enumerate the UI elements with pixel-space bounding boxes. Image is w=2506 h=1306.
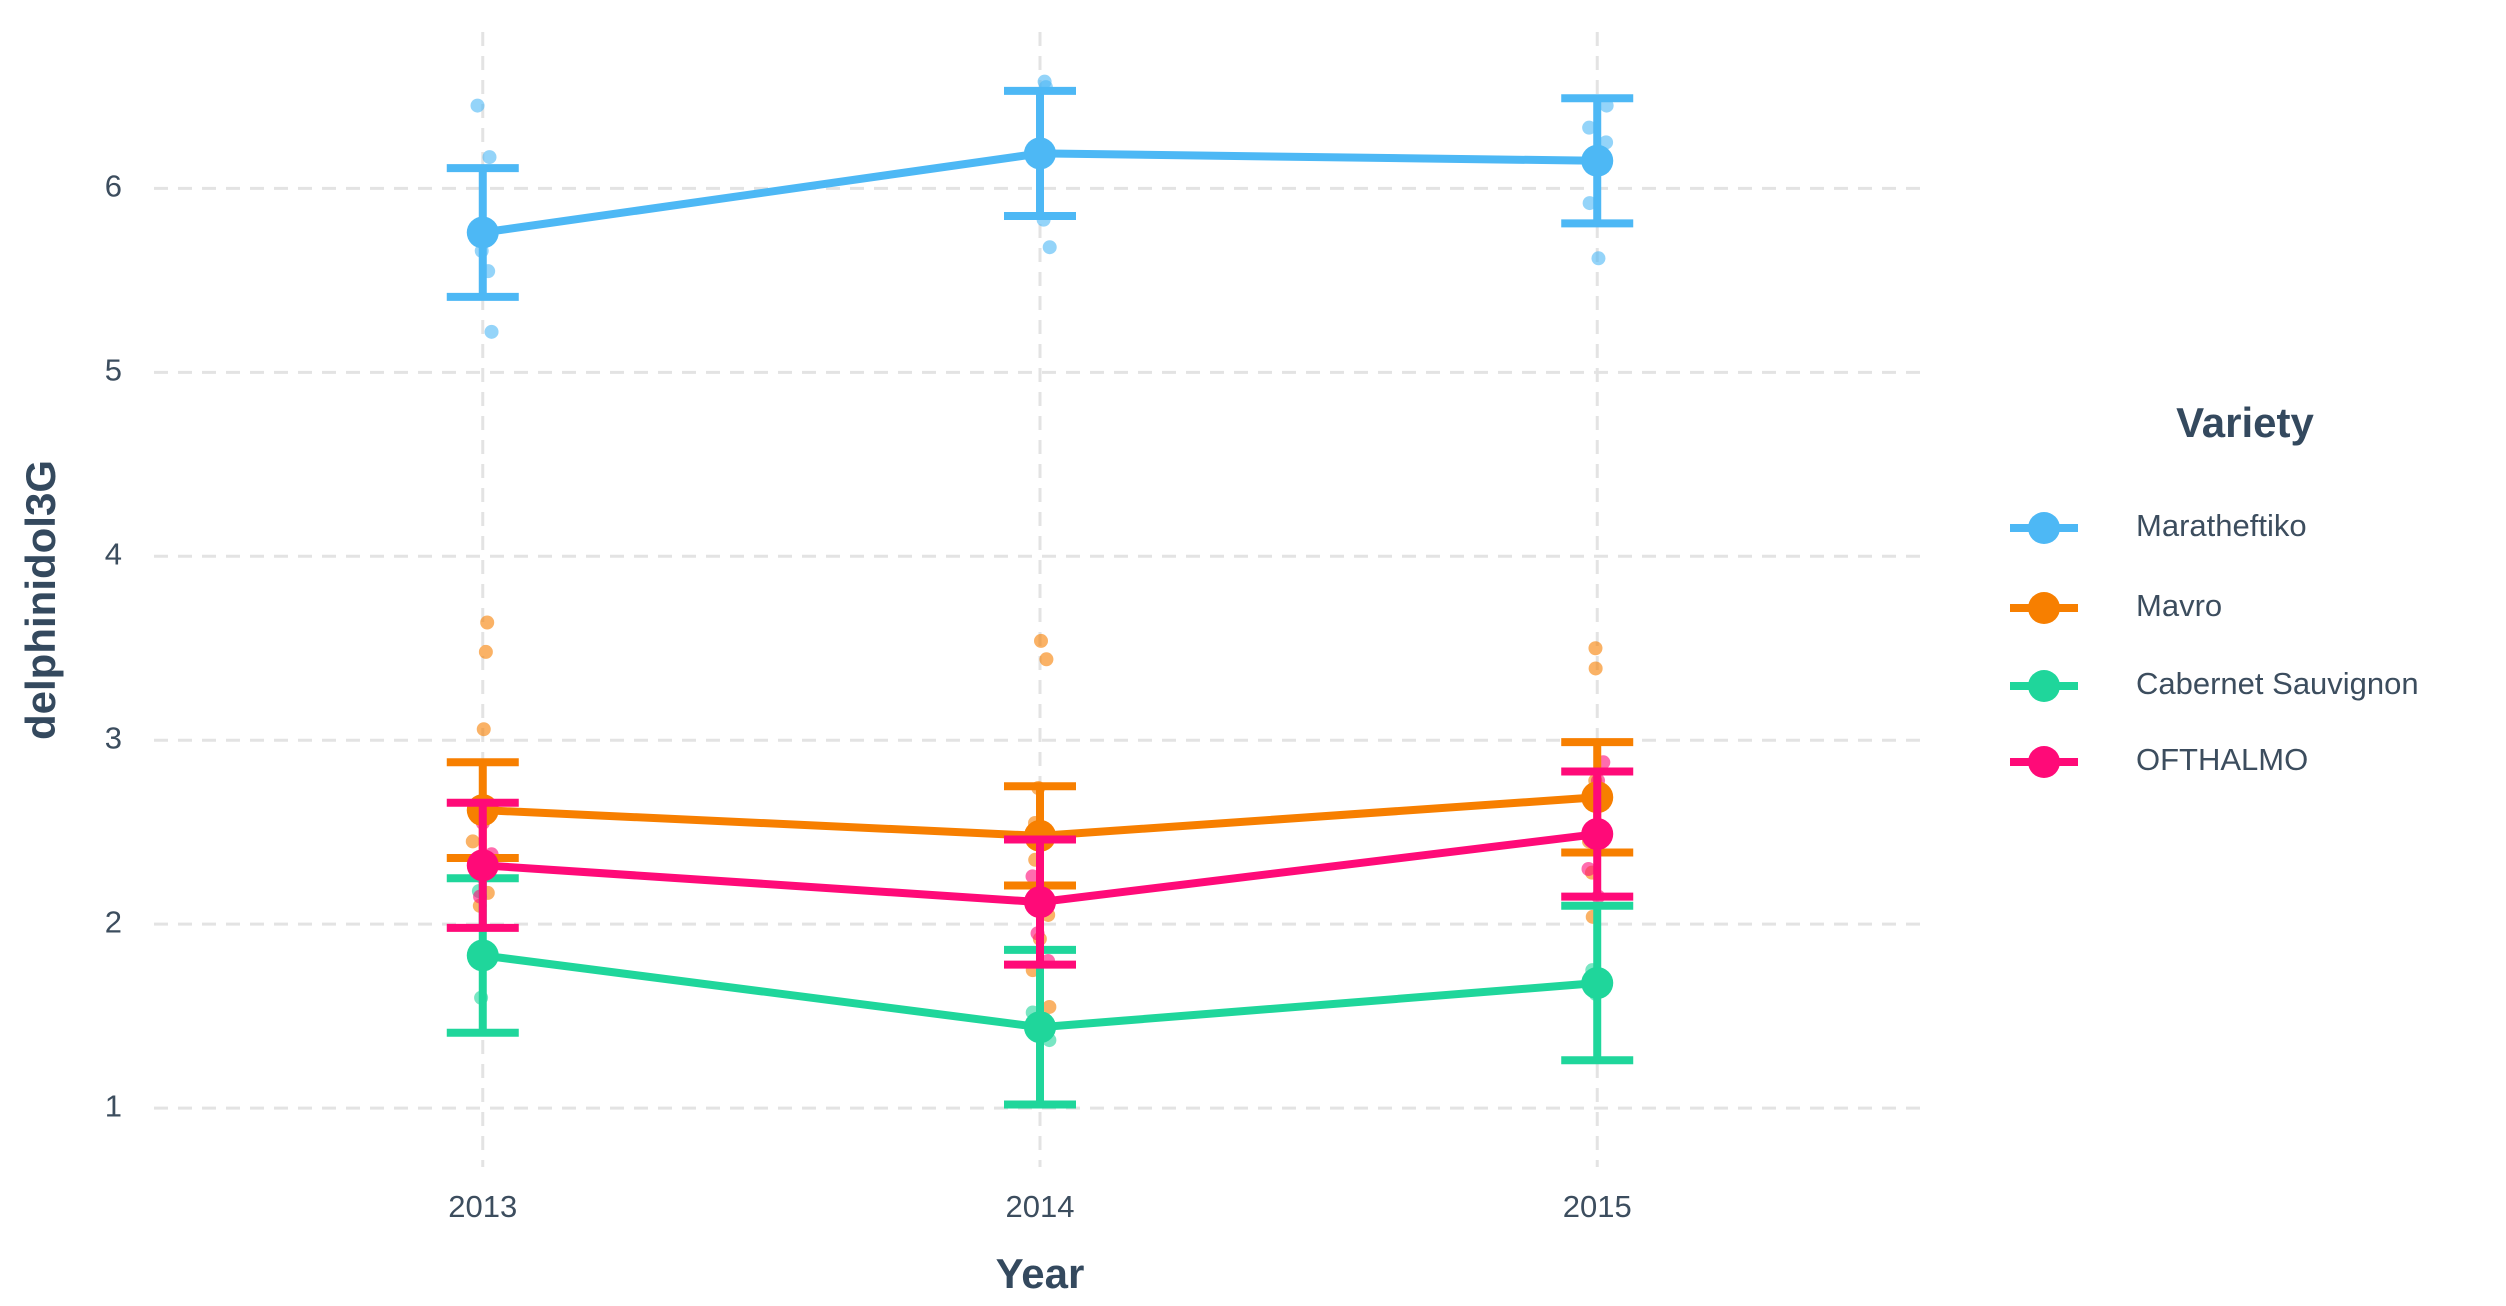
- x-axis-title: Year: [996, 1250, 1085, 1297]
- legend-label: Cabernet Sauvignon: [2136, 666, 2419, 701]
- raw-point: [1591, 251, 1606, 266]
- raw-point: [1588, 641, 1603, 656]
- raw-point: [1034, 633, 1049, 648]
- raw-point: [1042, 240, 1057, 255]
- mean-point: [1581, 144, 1614, 177]
- raw-point: [470, 98, 485, 113]
- mean-point: [466, 849, 499, 882]
- x-tick-label: 2013: [448, 1189, 517, 1224]
- raw-point: [465, 834, 480, 849]
- mean-point: [1581, 818, 1614, 851]
- raw-point: [482, 150, 497, 165]
- legend-key-point: [2028, 592, 2060, 624]
- raw-point: [1581, 861, 1596, 876]
- legend-key-point: [2028, 746, 2060, 778]
- y-axis-title: delphinidol3G: [17, 460, 64, 740]
- y-tick-label: 5: [105, 353, 122, 388]
- raw-point: [476, 722, 491, 737]
- raw-point: [1042, 999, 1057, 1014]
- mean-point: [466, 939, 499, 972]
- raw-point: [1582, 196, 1597, 211]
- y-tick-label: 6: [105, 169, 122, 204]
- y-tick-label: 3: [105, 720, 122, 755]
- legend-key-point: [2028, 512, 2060, 544]
- raw-point: [484, 324, 499, 339]
- y-tick-label: 2: [105, 904, 122, 939]
- legend-title: Variety: [2176, 399, 2314, 446]
- legend-key-point: [2028, 670, 2060, 702]
- raw-point: [1582, 120, 1597, 135]
- mean-point: [1024, 1011, 1056, 1044]
- raw-point: [480, 615, 495, 630]
- x-tick-label: 2014: [1006, 1189, 1075, 1224]
- mean-point: [1024, 886, 1056, 919]
- raw-point: [1588, 661, 1603, 676]
- mean-point: [1024, 137, 1056, 170]
- legend-label: OFTHALMO: [2136, 742, 2308, 777]
- raw-point: [1039, 652, 1054, 667]
- mean-point: [466, 216, 499, 249]
- legend-label: Mavro: [2136, 588, 2222, 623]
- mean-point: [1581, 967, 1614, 1000]
- x-tick-label: 2015: [1563, 1189, 1632, 1224]
- legend-label: Maratheftiko: [2136, 508, 2307, 543]
- raw-point: [478, 644, 493, 659]
- y-tick-label: 1: [105, 1088, 122, 1123]
- y-tick-label: 4: [105, 536, 122, 571]
